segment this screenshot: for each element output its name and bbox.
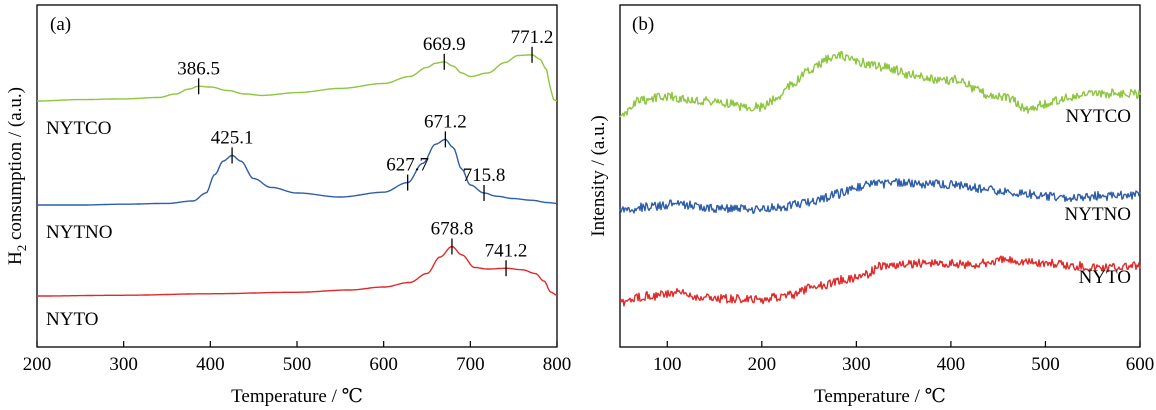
peak-label: 671.2 <box>424 111 467 132</box>
plot-frame-b <box>619 4 1141 348</box>
x-tick-label: 800 <box>543 354 572 375</box>
peak-label: 678.8 <box>431 219 474 240</box>
peak-label: 386.5 <box>177 58 220 79</box>
x-axis-ticks-b: 100 200 300 400 500 600 <box>653 341 1154 375</box>
series-label-b-nytno: NYTNO <box>1065 204 1132 225</box>
series-label-b-nytco: NYTCO <box>1066 106 1131 127</box>
x-tick-label: 600 <box>1126 354 1155 375</box>
panel-a: (a) 200 300 400 500 600 700 800 Temperature / … <box>5 4 572 407</box>
series-line-nytno <box>37 138 558 206</box>
x-tick-label: 200 <box>748 354 777 375</box>
x-axis-label-b: Temperature / ℃ <box>814 386 946 407</box>
x-tick-label: 100 <box>653 354 682 375</box>
x-tick-label: 200 <box>23 354 52 375</box>
y-axis-label-a: H2 consumption / (a.u.) <box>5 87 29 265</box>
peak-label: 627.7 <box>386 155 429 176</box>
panel-label-b: (b) <box>632 14 654 35</box>
series-line-nyto <box>37 245 558 297</box>
x-tick-label: 400 <box>937 354 966 375</box>
series-line-nytco <box>619 50 1141 118</box>
series-group-b <box>619 50 1141 307</box>
peak-label: 425.1 <box>211 127 254 148</box>
x-tick-label: 400 <box>196 354 225 375</box>
x-axis-label-a: Temperature / ℃ <box>231 386 363 407</box>
series-label-b-nyto: NYTO <box>1079 267 1131 288</box>
series-group-a: 386.5 669.9 771.2 425.1 627.7 671.2 715.8 678.8… <box>37 27 558 297</box>
y-axis-label-b: Intensity / (a.u.) <box>588 115 609 236</box>
peak-label: 669.9 <box>423 34 466 55</box>
x-tick-label: 300 <box>109 354 138 375</box>
series-line-nytco <box>37 54 558 102</box>
x-tick-label: 700 <box>456 354 485 375</box>
series-label-a-nytno: NYTNO <box>46 222 113 243</box>
x-tick-label: 500 <box>283 354 312 375</box>
peak-label: 715.8 <box>463 165 506 186</box>
series-line-nyto <box>619 255 1141 307</box>
series-label-a-nytco: NYTCO <box>46 118 111 139</box>
x-axis-ticks-a: 200 300 400 500 600 700 800 <box>23 341 572 375</box>
panel-b: (b) 100 200 300 400 500 600 Temperature / ℃ I… <box>588 4 1154 407</box>
x-tick-label: 500 <box>1031 354 1060 375</box>
panel-label-a: (a) <box>50 14 71 35</box>
x-tick-label: 300 <box>842 354 871 375</box>
series-line-nytno <box>619 178 1141 214</box>
x-tick-label: 600 <box>369 354 398 375</box>
series-label-a-nyto: NYTO <box>46 309 98 330</box>
peak-label: 771.2 <box>511 27 554 48</box>
peak-label: 741.2 <box>485 240 528 261</box>
